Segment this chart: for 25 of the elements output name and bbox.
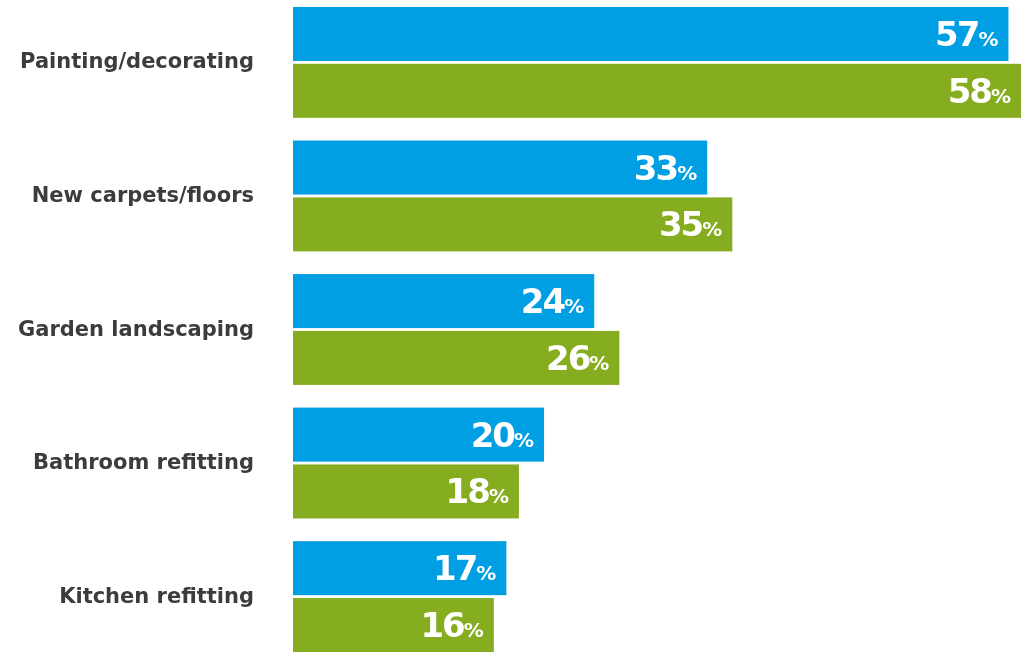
data-label: 16% bbox=[420, 605, 484, 645]
y-tick-label: Bathroom refitting bbox=[33, 450, 254, 475]
bar bbox=[293, 197, 733, 252]
y-tick-label: Painting/decorating bbox=[20, 49, 254, 74]
bar bbox=[293, 541, 507, 596]
data-label: 35% bbox=[658, 204, 723, 245]
bar bbox=[293, 63, 1021, 118]
data-label: 26% bbox=[545, 337, 610, 378]
data-label: 18% bbox=[445, 471, 509, 512]
bar bbox=[293, 464, 519, 519]
data-label: 17% bbox=[433, 548, 497, 589]
data-label: 33% bbox=[633, 147, 698, 188]
bar bbox=[293, 140, 708, 195]
bar bbox=[293, 407, 545, 462]
y-tick-label: Kitchen refitting bbox=[59, 583, 254, 608]
data-label: 58% bbox=[947, 70, 1011, 111]
bar bbox=[293, 7, 1009, 61]
y-tick-label: New carpets/floors bbox=[31, 182, 254, 207]
y-tick-label: Garden landscaping bbox=[18, 316, 254, 341]
data-label: 24% bbox=[520, 281, 585, 322]
data-label: 57% bbox=[935, 14, 999, 54]
bar bbox=[293, 330, 620, 385]
bar bbox=[293, 274, 595, 329]
data-label: 20% bbox=[470, 414, 535, 455]
bar bbox=[293, 598, 494, 652]
